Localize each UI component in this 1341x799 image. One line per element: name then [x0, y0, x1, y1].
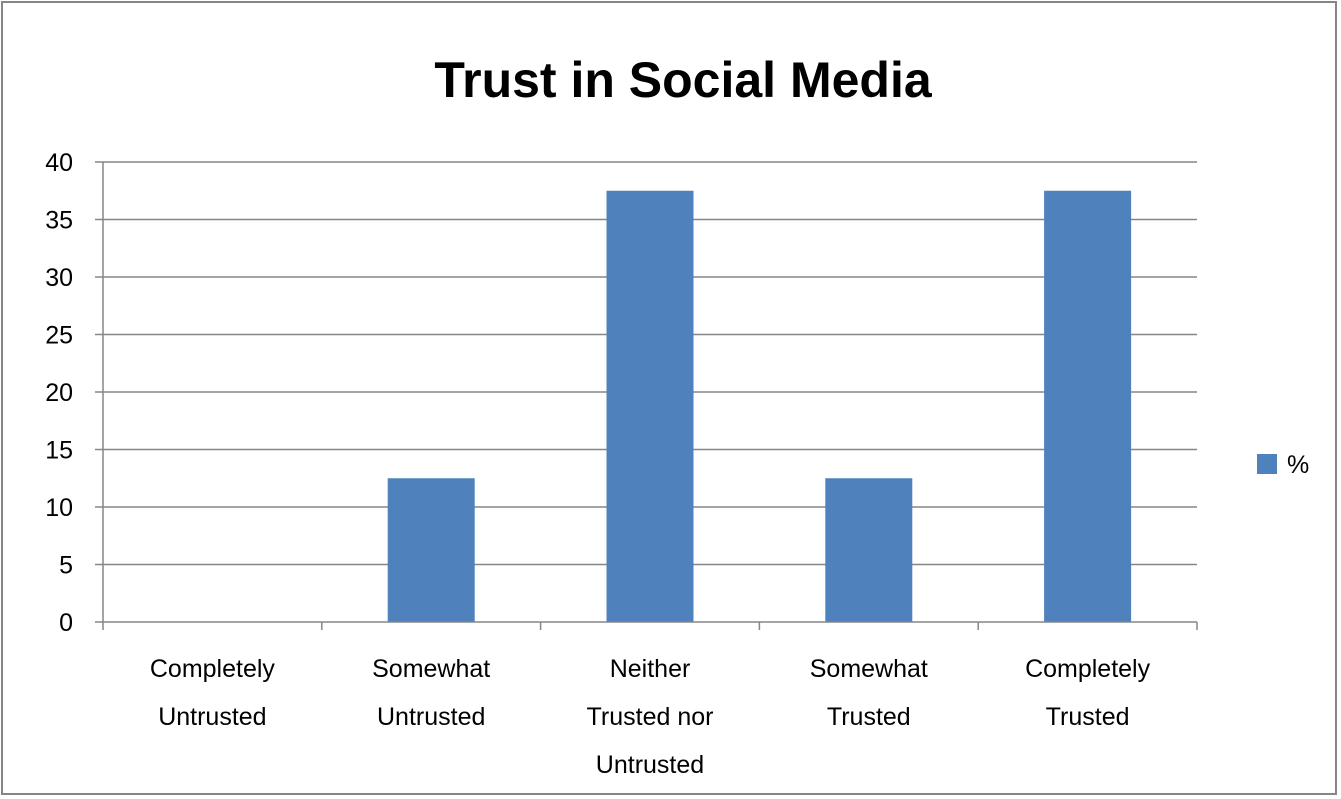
- axes: [102, 162, 1198, 630]
- bar: [825, 478, 913, 622]
- bar: [1044, 190, 1132, 622]
- y-tick-label: 10: [45, 494, 73, 522]
- y-tick-label: 15: [45, 437, 73, 465]
- y-tick-label: 0: [59, 609, 73, 637]
- bar: [606, 190, 694, 622]
- y-tick-label: 25: [45, 322, 73, 350]
- legend-swatch: [1257, 454, 1277, 474]
- bars: [387, 190, 1132, 622]
- legend-label: %: [1287, 451, 1309, 479]
- y-tick-label: 20: [45, 379, 73, 407]
- y-tick-label: 30: [45, 264, 73, 292]
- x-tick-label: Somewhat Untrusted: [372, 655, 490, 731]
- y-tick-label: 5: [59, 552, 73, 580]
- legend: %: [1257, 451, 1309, 479]
- x-axis-labels: Completely Untrusted Somewhat Untrusted Neit…: [150, 655, 1151, 779]
- x-tick-label: Completely Untrusted: [150, 655, 276, 731]
- chart-title: Trust in Social Media: [434, 52, 933, 108]
- x-tick-label: Neither Trusted nor Untrusted: [587, 655, 714, 779]
- y-axis-ticks: 0 5 10 15 20 25 30 35 40: [45, 149, 103, 637]
- y-tick-label: 35: [45, 207, 73, 235]
- x-tick-label: Somewhat Trusted: [810, 655, 928, 731]
- x-tick-label: Completely Trusted: [1025, 655, 1151, 731]
- y-tick-label: 40: [45, 149, 73, 177]
- bar: [387, 478, 475, 622]
